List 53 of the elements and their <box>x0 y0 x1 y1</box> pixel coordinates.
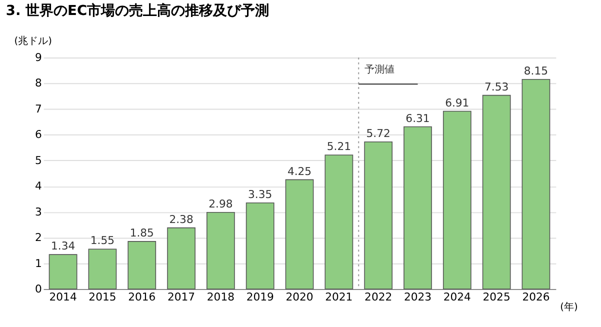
x-tick-label: 2023 <box>404 290 432 304</box>
x-tick-label: 2020 <box>286 290 314 304</box>
bar <box>48 254 78 290</box>
bar <box>482 94 511 290</box>
chart-title: 3. 世界のEC市場の売上高の推移及び予測 <box>6 2 270 20</box>
bar <box>167 227 196 290</box>
data-label: 6.91 <box>445 96 470 110</box>
y-tick-label: 6 <box>34 128 42 142</box>
bar <box>285 179 314 290</box>
bar <box>364 141 393 290</box>
x-tick-label: 2025 <box>482 290 510 304</box>
data-label: 1.55 <box>90 234 115 248</box>
data-label: 2.38 <box>169 212 194 226</box>
y-tick-label: 0 <box>34 282 42 296</box>
data-label: 5.21 <box>326 140 351 154</box>
x-tick-label: 2016 <box>128 290 156 304</box>
data-label: 8.15 <box>524 64 548 78</box>
bar <box>128 241 156 290</box>
y-tick-label: 2 <box>34 231 42 244</box>
data-label: 4.25 <box>287 164 312 178</box>
x-tick-label: 2024 <box>443 290 472 304</box>
data-label: 3.35 <box>248 188 272 201</box>
bar <box>324 154 354 290</box>
data-label: 6.31 <box>406 112 430 125</box>
bar <box>404 126 432 290</box>
data-label: 1.34 <box>50 240 76 253</box>
x-tick-label: 2015 <box>88 290 116 304</box>
data-label: 7.53 <box>484 80 509 94</box>
y-tick-label: 8 <box>34 76 42 90</box>
y-tick-label: 1 <box>34 256 42 270</box>
y-tick-label: 4 <box>34 180 42 193</box>
x-tick-label: 2022 <box>364 290 392 304</box>
y-tick-label: 3 <box>34 205 42 218</box>
bar <box>246 202 274 290</box>
y-axis-title: (兆ドル) <box>14 35 52 48</box>
y-tick-label: 5 <box>34 154 42 167</box>
bar <box>88 248 117 290</box>
y-tick-label: 9 <box>34 50 42 64</box>
x-tick-label: 2026 <box>522 290 550 304</box>
x-axis-title: (年) <box>560 301 578 314</box>
y-tick-label: 7 <box>34 102 42 116</box>
x-tick-label: 2018 <box>206 290 235 304</box>
x-tick-label: 2014 <box>49 290 77 304</box>
bar <box>522 78 550 290</box>
bar <box>442 110 472 290</box>
ref-line-label: 予測値 <box>364 63 395 76</box>
bar <box>206 212 235 290</box>
data-label: 1.85 <box>130 226 154 240</box>
x-tick-label: 2021 <box>325 290 353 304</box>
data-label: 2.98 <box>208 197 233 210</box>
data-label: 5.72 <box>366 126 390 140</box>
x-tick-label: 2019 <box>246 290 274 304</box>
x-tick-label: 2017 <box>168 290 196 304</box>
